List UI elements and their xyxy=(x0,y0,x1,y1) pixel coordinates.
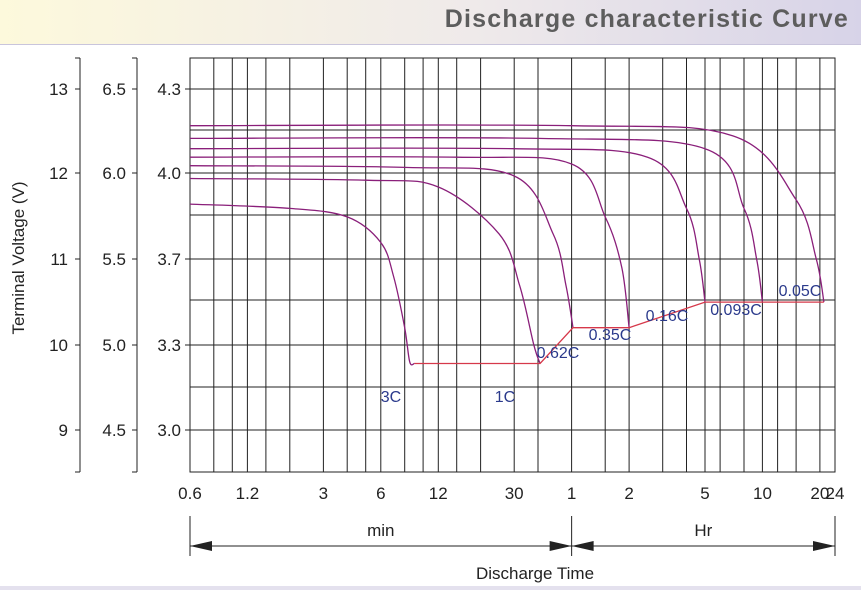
x-tick-label: 24 xyxy=(826,484,845,503)
series-label: 1C xyxy=(495,389,515,406)
y-tick-label: 5.0 xyxy=(102,336,126,355)
y-tick-label: 10 xyxy=(49,336,68,355)
y-tick-label: 4.0 xyxy=(157,164,181,183)
discharge-curve-0_16C xyxy=(189,147,706,303)
discharge-curve-0_35C xyxy=(189,156,630,328)
x-axis-title: Discharge Time xyxy=(476,564,594,583)
plot-grid xyxy=(189,57,836,473)
y-tick-label: 11 xyxy=(50,250,68,269)
y-tick-label: 3.7 xyxy=(157,250,181,269)
arrow-head xyxy=(549,541,572,551)
x-tick-label: 30 xyxy=(505,484,524,503)
series-label: 0.093C xyxy=(710,302,762,319)
x-tick-label: 6 xyxy=(376,484,385,503)
y-tick-label: 6.5 xyxy=(102,80,126,99)
x-tick-label: 2 xyxy=(624,484,633,503)
x-tick-label: 20 xyxy=(810,484,829,503)
x-tick-label: 12 xyxy=(429,484,448,503)
footer-divider xyxy=(0,586,861,590)
y-tick-label: 4.3 xyxy=(157,80,181,99)
series-label: 0.05C xyxy=(779,283,822,300)
y-tick-label: 3.3 xyxy=(157,336,181,355)
series-label: 0.35C xyxy=(589,327,632,344)
y-tick-label: 5.5 xyxy=(102,250,126,269)
y-tick-label: 3.0 xyxy=(157,421,181,440)
discharge-curve-0_05C xyxy=(189,124,825,303)
plot-frame xyxy=(189,57,836,473)
header-banner: Discharge characteristic Curve xyxy=(0,0,861,45)
discharge-curve-1C xyxy=(189,177,541,364)
series-label: 0.62C xyxy=(537,345,580,362)
arrow-head xyxy=(813,541,835,551)
page-title: Discharge characteristic Curve xyxy=(444,5,849,33)
x-section-arrows xyxy=(189,516,836,556)
cutoff-voltage-line xyxy=(414,301,824,365)
x-tick-label: 3 xyxy=(319,484,328,503)
discharge-curve-0_62C xyxy=(189,165,574,328)
x-tick-label: 5 xyxy=(700,484,709,503)
discharge-curve-0_093C xyxy=(189,136,764,303)
x-tick-label: 1 xyxy=(567,484,576,503)
x-tick-label: 1.2 xyxy=(236,484,260,503)
discharge-curve-3C xyxy=(189,203,415,366)
section-label-min: min xyxy=(367,521,394,540)
y-tick-label: 4.5 xyxy=(102,421,126,440)
x-tick-label: 0.6 xyxy=(178,484,202,503)
y-axis-title: Terminal Voltage (V) xyxy=(9,181,28,334)
arrow-head xyxy=(190,541,212,551)
series-label: 3C xyxy=(381,389,401,406)
y-tick-label: 6.0 xyxy=(102,164,126,183)
x-tick-label: 10 xyxy=(753,484,772,503)
y-tick-label: 9 xyxy=(59,421,68,440)
series-label: 0.16C xyxy=(646,308,689,325)
arrow-head xyxy=(571,541,594,551)
section-label-hr: Hr xyxy=(694,521,712,540)
y-tick-label: 12 xyxy=(49,164,68,183)
y-tick-label: 13 xyxy=(49,80,68,99)
